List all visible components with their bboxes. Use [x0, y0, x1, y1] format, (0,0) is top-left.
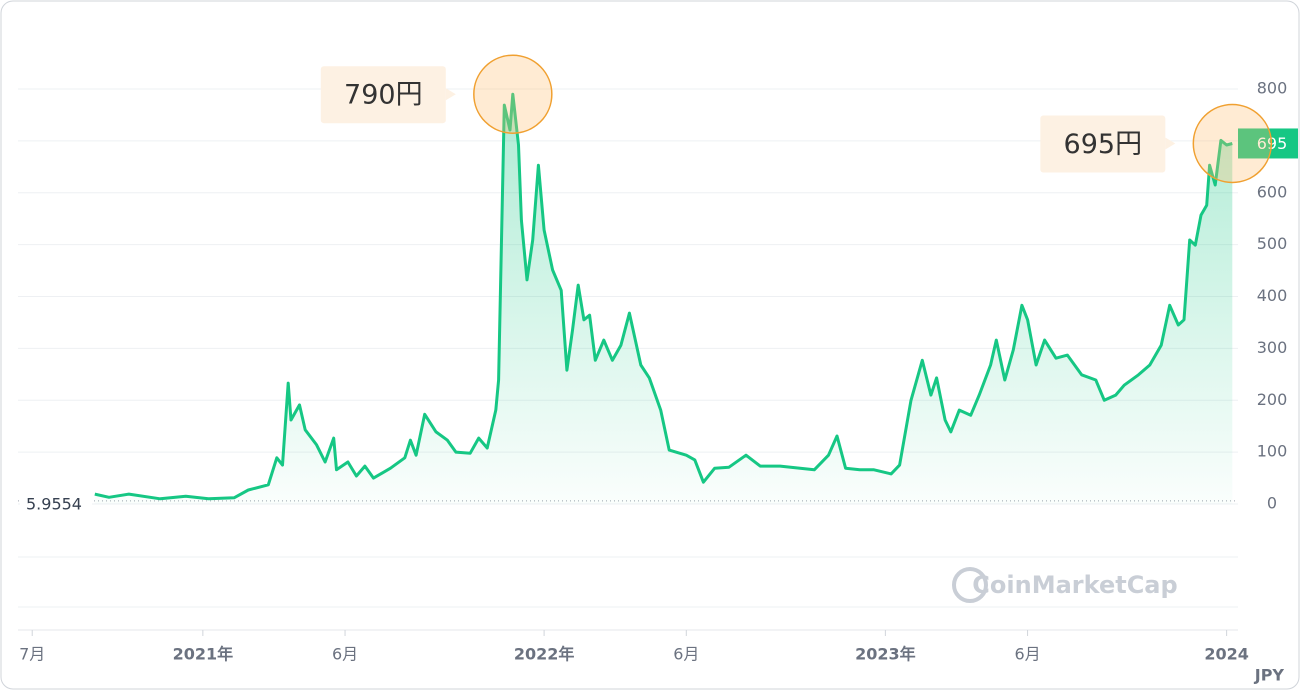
y-tick-label: 500 [1257, 234, 1288, 253]
annotation-circle [473, 54, 553, 134]
y-tick-label: 600 [1257, 182, 1288, 201]
annotation-circle [1192, 103, 1273, 184]
x-tick-label: 2021年 [173, 645, 234, 664]
start-label-bg [20, 493, 92, 516]
y-tick-label: 400 [1257, 286, 1288, 305]
x-tick-label: 2023年 [855, 645, 916, 664]
annotation-pointer [1165, 137, 1176, 150]
annotation-box [1040, 115, 1166, 173]
price-tag [1238, 128, 1298, 159]
annotation-box [320, 66, 446, 124]
x-tick-label: 6月 [673, 645, 699, 664]
price-line [94, 92, 1233, 501]
annotation-pointer [445, 88, 456, 101]
watermark-logo [952, 567, 988, 603]
x-tick-label: 6月 [332, 645, 358, 664]
watermark: CoinMarketCap [972, 571, 1177, 599]
annotation-label: 695円 [1064, 129, 1143, 160]
x-tick-label: 7月 [19, 645, 45, 664]
y-tick-label: 800 [1257, 79, 1288, 98]
y-tick-label: 200 [1257, 390, 1288, 409]
area [94, 94, 1233, 504]
x-tick-label: 2024 [1204, 645, 1249, 664]
y-tick-label: 100 [1257, 442, 1288, 461]
plot: 5.9554 [18, 92, 1238, 516]
y-tick-label: 0 [1267, 494, 1277, 513]
y-tick-label: 300 [1257, 338, 1288, 357]
annotation-label: 790円 [344, 80, 423, 111]
x-tick-label: 2022年 [514, 645, 575, 664]
grid: 01002003004005006007008007月2021年6月2022年6… [18, 79, 1287, 664]
currency: JPY [1254, 666, 1285, 685]
overlay: 695790円695円 [320, 54, 1298, 184]
x-tick-label: 6月 [1014, 645, 1040, 664]
start-label: 5.9554 [26, 494, 82, 513]
